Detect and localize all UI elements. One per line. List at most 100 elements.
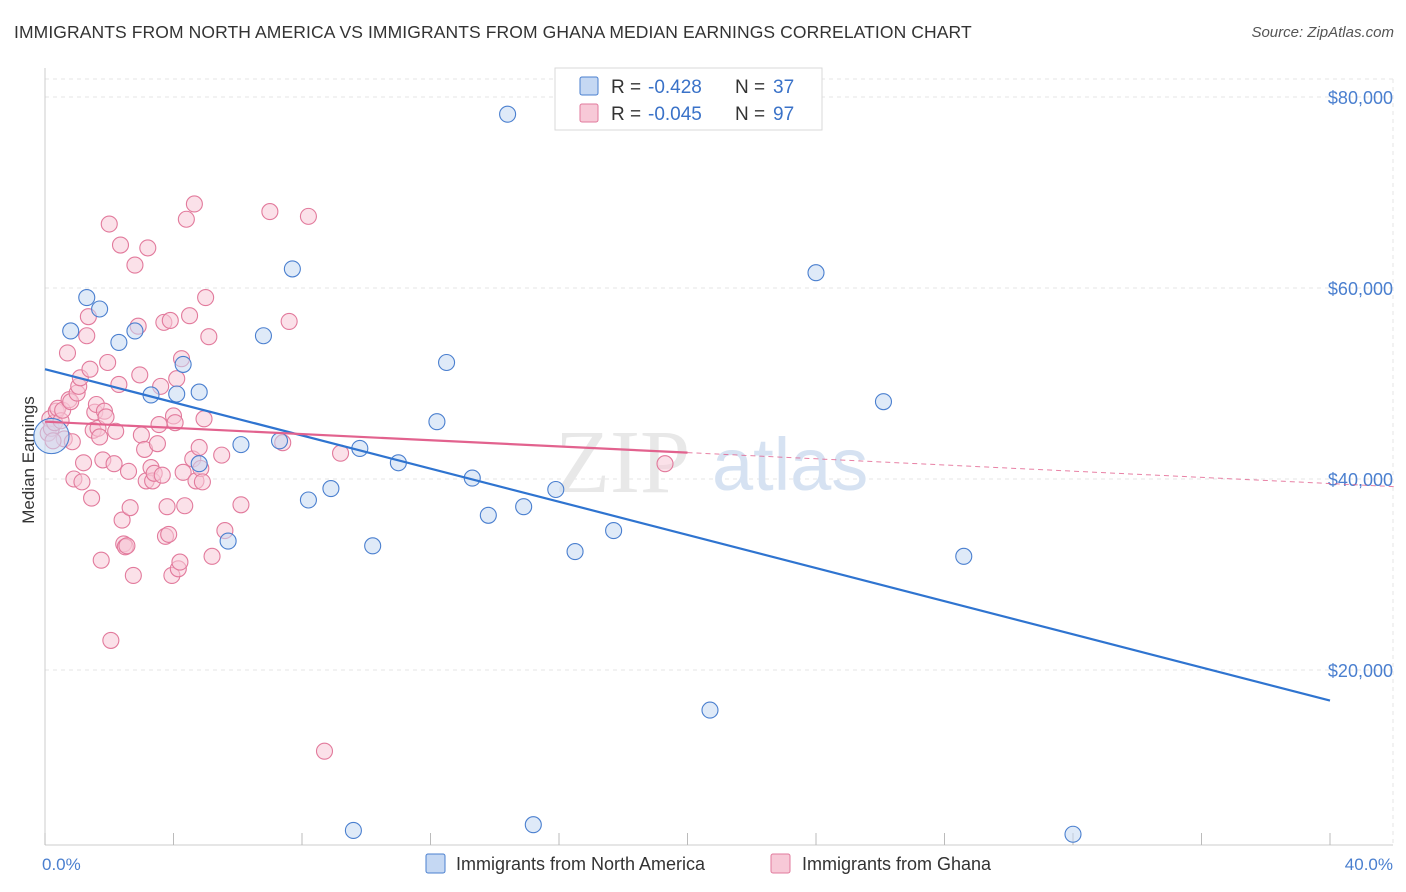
ghana-point [92,551,110,569]
series-legend-blue-swatch [425,853,446,874]
north-america-point [283,260,301,278]
north-america-point [190,455,208,473]
ghana-point [177,210,195,228]
north-america-points [33,105,1082,843]
ghana-point [81,360,99,378]
series-legend-north-america: Immigrants from North America [456,854,706,874]
north-america-point [168,385,186,403]
ghana-point [195,410,213,428]
ghana-point [185,195,203,213]
north-america-point [874,393,893,411]
north-america-point [547,480,565,499]
ghana-point [181,307,199,325]
y-tick-labels: $80,000 $60,000 $40,000 $20,000 [1328,88,1393,681]
legend-r-label-1: R = [611,77,641,98]
north-america-point [701,701,719,719]
legend-n-label-1: N = [735,77,765,98]
ghana-point [656,455,674,473]
north-america-point [219,532,237,550]
ghana-point [111,236,130,254]
ghana-point [78,327,96,345]
north-america-point [479,506,497,524]
ghana-point [58,344,77,362]
watermark-atlas: atlas [712,423,868,506]
ghana-point [73,473,91,491]
north-america-point [524,816,542,834]
ghana-point [121,499,139,517]
ghana-point [105,455,123,473]
ghana-point [91,428,109,446]
y-tick-label: $40,000 [1328,470,1393,490]
ghana-point [190,438,208,457]
north-america-point [190,383,208,401]
north-america-point [515,498,533,516]
legend-box [554,67,823,131]
x-tick-label-min: 0.0% [42,855,81,874]
north-america-point [110,333,128,351]
ghana-point [176,497,194,515]
ghana-point [102,631,120,649]
ghana-point [166,414,184,432]
ghana-point [153,466,171,484]
ghana-point [315,742,334,760]
ghana-point [174,463,192,481]
north-america-point [566,543,584,561]
trend-line-ghana [44,420,688,454]
ghana-point [148,435,166,453]
correlation-legend: R = -0.428 N = 37 R = -0.045 N = 97 [554,67,823,131]
north-america-point [1064,825,1082,843]
north-america-point [232,436,250,454]
north-america-point [344,821,362,839]
ghana-point [118,537,136,555]
ghana-point [124,566,142,585]
legend-r-label-2: R = [611,104,641,125]
ghana-point [213,446,231,464]
ghana-point [193,473,211,491]
ghana-point [131,366,149,384]
ghana-point [161,311,179,330]
legend-r-value-1: -0.428 [648,77,702,98]
trend-line-north-america [44,368,1331,702]
ghana-point [100,215,118,233]
ghana-point [168,370,186,388]
north-america-point [78,288,96,307]
ghana-point [150,416,168,434]
legend-n-value-1: 37 [773,77,794,98]
legend-n-value-2: 97 [773,104,794,125]
y-tick-label: $80,000 [1328,88,1393,108]
trend-line-ghana-extension [687,452,1395,488]
north-america-point [322,479,340,498]
ghana-point [107,422,125,440]
ghana-point [171,553,189,571]
north-america-point [91,300,109,318]
ghana-point [139,239,157,257]
series-legend-pink-swatch [770,853,791,874]
ghana-point [99,353,117,372]
ghana-point [113,511,131,529]
legend-blue-swatch [579,76,599,96]
north-america-point [955,547,973,565]
series-legend: Immigrants from North America Immigrants… [425,853,992,874]
ghana-point [280,312,298,330]
ghana-point [200,328,218,346]
ghana-point [83,489,101,507]
north-america-point [499,105,517,123]
north-america-point [428,413,446,431]
north-america-point [254,327,273,345]
legend-pink-swatch [579,103,599,123]
ghana-point [97,408,115,426]
north-america-point [807,264,825,282]
x-tick-label-max: 40.0% [1345,855,1393,874]
north-america-point [270,432,289,450]
axes [44,68,1393,846]
north-america-point [299,491,317,509]
y-tick-label: $20,000 [1328,661,1393,681]
north-america-point [364,537,382,555]
north-america-point [438,353,456,372]
source-credit: Source: ZipAtlas.com [1251,24,1394,41]
north-america-point [33,417,70,455]
north-america-point [174,355,192,373]
chart-title: IMMIGRANTS FROM NORTH AMERICA VS IMMIGRA… [14,22,972,42]
legend-n-label-2: N = [735,104,765,125]
